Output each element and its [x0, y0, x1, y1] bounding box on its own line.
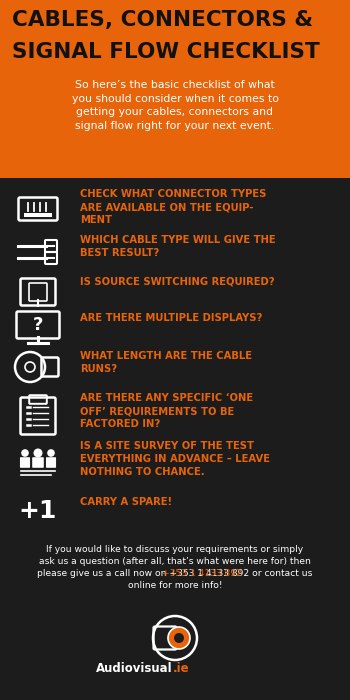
Text: Audiovisual: Audiovisual	[96, 662, 173, 675]
FancyBboxPatch shape	[20, 457, 30, 468]
Text: IS SOURCE SWITCHING REQUIRED?: IS SOURCE SWITCHING REQUIRED?	[80, 277, 275, 287]
Text: CABLES, CONNECTORS &: CABLES, CONNECTORS &	[12, 10, 313, 30]
Circle shape	[21, 449, 29, 457]
Text: ask us a question (after all, that’s what were here for) then: ask us a question (after all, that’s wha…	[39, 557, 311, 566]
Text: If you would like to discuss your requirements or simply: If you would like to discuss your requir…	[47, 545, 303, 554]
Bar	[0, 0, 350, 178]
Text: CARRY A SPARE!: CARRY A SPARE!	[80, 497, 172, 507]
Text: +1: +1	[19, 499, 57, 523]
Text: CHECK WHAT CONNECTOR TYPES
ARE AVAILABLE ON THE EQUIP-
MENT: CHECK WHAT CONNECTOR TYPES ARE AVAILABLE…	[80, 189, 266, 225]
Text: ARE THERE MULTIPLE DISPLAYS?: ARE THERE MULTIPLE DISPLAYS?	[80, 313, 262, 323]
Text: .ie: .ie	[173, 662, 190, 675]
Circle shape	[47, 449, 55, 457]
Text: ?: ?	[33, 316, 43, 334]
Text: online for more info!: online for more info!	[128, 581, 222, 590]
Text: WHAT LENGTH ARE THE CABLE
RUNS?: WHAT LENGTH ARE THE CABLE RUNS?	[80, 351, 252, 374]
FancyBboxPatch shape	[32, 457, 44, 468]
Text: ARE THERE ANY SPECIFIC ‘ONE
OFF’ REQUIREMENTS TO BE
FACTORED IN?: ARE THERE ANY SPECIFIC ‘ONE OFF’ REQUIRE…	[80, 393, 253, 429]
Text: WHICH CABLE TYPE WILL GIVE THE
BEST RESULT?: WHICH CABLE TYPE WILL GIVE THE BEST RESU…	[80, 235, 276, 258]
Circle shape	[174, 633, 184, 643]
FancyBboxPatch shape	[46, 457, 56, 468]
Bar	[24, 213, 52, 217]
Text: So here’s the basic checklist of what
you should consider when it comes to
getti: So here’s the basic checklist of what yo…	[71, 80, 279, 131]
Text: SIGNAL FLOW CHECKLIST: SIGNAL FLOW CHECKLIST	[12, 42, 320, 62]
Circle shape	[168, 627, 190, 649]
Text: please give us a call now on +353 1 4133 892 or contact us: please give us a call now on +353 1 4133…	[37, 569, 313, 578]
Text: IS A SITE SURVEY OF THE TEST
EVERYTHING IN ADVANCE – LEAVE
NOTHING TO CHANCE.: IS A SITE SURVEY OF THE TEST EVERYTHING …	[80, 441, 270, 477]
Circle shape	[34, 449, 42, 458]
Text: +353 1 4133 892: +353 1 4133 892	[162, 569, 242, 578]
